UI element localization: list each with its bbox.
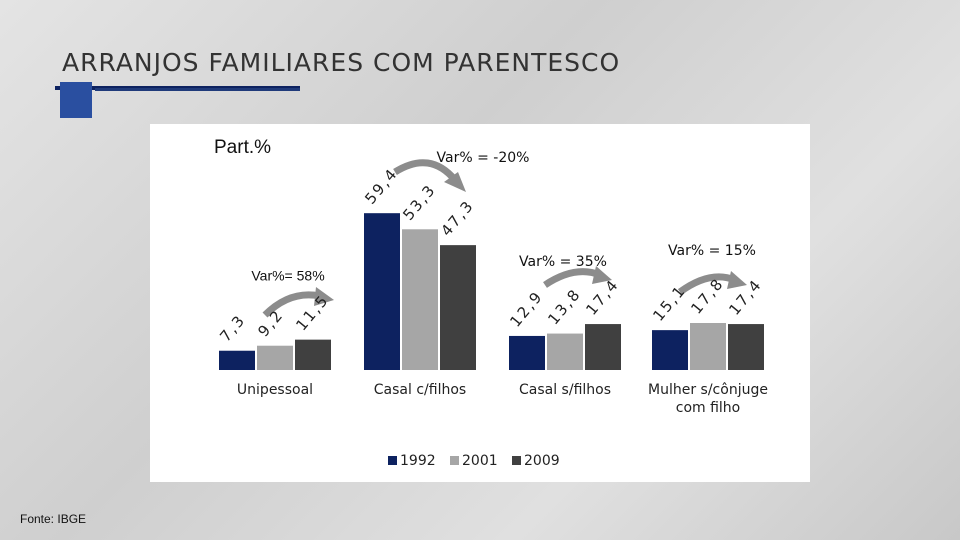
bar: [219, 350, 255, 370]
source: Fonte: IBGE: [20, 512, 86, 526]
x-tick-label: Unipessoal: [236, 382, 314, 398]
arrow-heads: [314, 172, 747, 306]
chart-panel: [150, 124, 810, 482]
bar: [652, 330, 688, 370]
x-tick-label: Casal c/filhos: [373, 382, 467, 398]
legend-label: 2001: [462, 453, 498, 469]
x-tick-label: Casal s/filhos: [518, 382, 612, 398]
legend-label: 2009: [524, 453, 560, 469]
bar: [547, 333, 583, 370]
bar: [728, 324, 764, 370]
bar: [364, 213, 400, 370]
bar: [257, 345, 293, 370]
annotation: Var% = 15%: [668, 243, 756, 259]
axis-label: Part.%: [214, 137, 271, 158]
annotation: Var%= 58%: [251, 268, 324, 284]
bar: [690, 323, 726, 370]
annotation: Var% = -20%: [437, 150, 530, 166]
title-block: [60, 82, 92, 118]
legend-swatch: [512, 456, 521, 465]
bar: [585, 324, 621, 370]
title-underline: [95, 88, 300, 91]
slide-title: ARRANJOS FAMILIARES COM PARENTESCO: [62, 48, 620, 77]
bar: [295, 339, 331, 370]
bar: [509, 335, 545, 370]
annotation: Var% = 35%: [519, 254, 607, 270]
x-tick-label: Mulher s/cônjuge com filho: [648, 382, 768, 416]
legend-swatch: [450, 456, 459, 465]
legend-label: 1992: [400, 453, 436, 469]
bar: [402, 229, 438, 370]
legend-swatch: [388, 456, 397, 465]
bar: [440, 245, 476, 370]
